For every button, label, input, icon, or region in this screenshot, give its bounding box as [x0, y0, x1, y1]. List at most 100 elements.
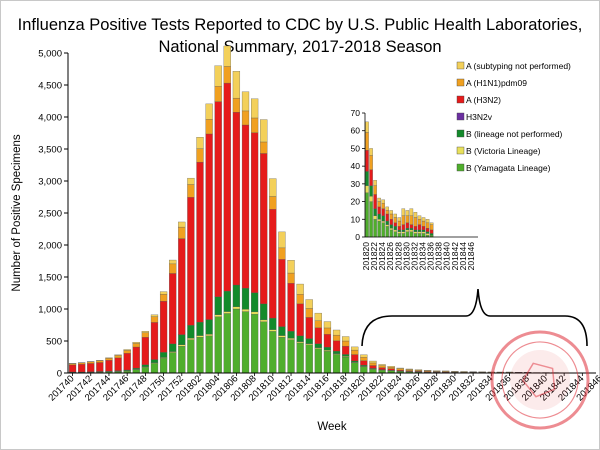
inset-bar-segment-b_not_performed: [405, 227, 410, 231]
bar-segment-b_yamagata: [251, 313, 259, 374]
legend-swatch-a_not_subtyped: [456, 61, 465, 70]
bar-segment-b_not_performed: [296, 335, 304, 342]
bar-segment-b_yamagata: [260, 321, 268, 374]
bar-segment-a_not_subtyped: [342, 336, 350, 342]
bar-segment-b_not_performed: [241, 288, 250, 310]
bar-segment-b_yamagata: [214, 316, 222, 374]
inset-bar-segment-a_h3n2: [421, 226, 426, 231]
bar-segment-a_not_subtyped: [305, 299, 313, 309]
inset-x-tick-label: 201838: [434, 242, 444, 271]
bar-segment-a_h3n2: [132, 346, 140, 369]
bar-segment-a_h3n2: [305, 317, 313, 339]
bar-segment-a_not_subtyped: [360, 354, 368, 358]
bar-segment-b_not_performed: [169, 343, 177, 352]
inset-bar-segment-a_h3n2: [389, 219, 393, 225]
inset-bar-segment-a_h3n2: [381, 208, 385, 216]
bar-segment-a_not_subtyped: [332, 329, 341, 336]
bar-segment-a_not_subtyped: [169, 259, 177, 265]
bar-segment-a_not_subtyped: [405, 368, 413, 370]
bar-segment-b_not_performed: [278, 326, 286, 336]
bar-segment-a_not_subtyped: [396, 367, 404, 369]
bar-segment-a_not_subtyped: [241, 91, 250, 112]
bar-segment-b_not_performed: [223, 290, 231, 312]
inset-bar-segment-b_not_performed: [401, 229, 406, 232]
bar-segment-a_h1n1: [68, 363, 77, 366]
inset-bar-segment-b_victoria: [389, 227, 393, 231]
bar-segment-a_not_subtyped: [251, 98, 259, 119]
inset-bar-segment-a_not_subtyped: [369, 148, 373, 156]
bar-segment-a_h3n2: [387, 368, 395, 371]
inset-bar-segment-b_victoria: [381, 220, 385, 223]
bar-segment-a_h1n1: [105, 358, 113, 361]
bar-segment-b_victoria: [178, 344, 186, 347]
legend-swatch-b_yamagata: [456, 163, 465, 172]
bar-segment-a_not_subtyped: [287, 260, 295, 274]
y-tick-label: 3,000: [38, 177, 62, 188]
bar-segment-b_yamagata: [314, 348, 322, 374]
bar-segment-b_yamagata: [141, 367, 149, 374]
bar-segment-b_yamagata: [178, 345, 186, 374]
inset-bar-segment-b_yamagata: [369, 201, 373, 238]
y-tick-label: 0: [57, 369, 62, 380]
bar-segment-a_not_subtyped: [369, 360, 377, 364]
bar-segment-a_h1n1: [178, 226, 186, 239]
inset-bar-segment-b_victoria: [385, 224, 389, 227]
bar-segment-b_victoria: [241, 309, 250, 312]
inset-bar-segment-b_yamagata: [401, 233, 406, 238]
bar-segment-b_victoria: [214, 314, 222, 317]
inset-bar-segment-b_victoria: [365, 185, 369, 193]
bar-segment-b_yamagata: [332, 354, 341, 374]
bar-segment-a_not_subtyped: [187, 177, 195, 185]
legend-label-a_h3n2: A (H3N2): [466, 95, 501, 105]
bar-segment-a_h1n1: [223, 66, 231, 84]
inset-bar-segment-b_victoria: [413, 231, 418, 234]
inset-bar-segment-b_yamagata: [381, 222, 385, 238]
inset-bar-segment-b_victoria: [409, 229, 414, 232]
bar-segment-b_not_performed: [314, 343, 322, 348]
bar-segment-a_not_subtyped: [232, 71, 241, 99]
inset-bar-segment-b_victoria: [393, 229, 397, 232]
inset-bar-segment-a_h1n1: [429, 224, 434, 231]
inset-x-tick-label: 201834: [418, 242, 428, 271]
bar-segment-a_h3n2: [369, 365, 377, 369]
bar-segment-a_h1n1: [287, 272, 295, 284]
bar-segment-a_h1n1: [387, 367, 395, 369]
inset-bar-segment-a_h3n2: [405, 222, 410, 229]
bar-segment-a_h3n2: [114, 357, 122, 371]
bar-segment-a_h1n1: [241, 110, 250, 126]
inset-bar-segment-b_yamagata: [397, 233, 402, 238]
inset-x-tick-label: 201836: [426, 242, 436, 271]
inset-y-tick-label: 10: [351, 214, 361, 224]
bar-segment-a_h1n1: [378, 365, 386, 368]
bar-segment-b_yamagata: [369, 369, 377, 374]
bar-segment-a_h1n1: [251, 117, 259, 133]
inset-x-tick-label: 201828: [393, 242, 403, 271]
stamp-outer-ring: [490, 330, 590, 430]
chart-title-line-1: Influenza Positive Tests Reported to CDC…: [17, 16, 583, 34]
inset-bar-segment-a_h1n1: [425, 222, 430, 229]
inset-bar-segment-a_h3n2: [369, 169, 373, 186]
inset-bar-segment-a_h3n2: [401, 224, 406, 231]
inset-bar-segment-b_yamagata: [385, 226, 389, 238]
inset-bar-segment-b_not_performed: [365, 171, 369, 186]
inset-bar-segment-b_not_performed: [393, 226, 397, 231]
bar-segment-b_yamagata: [269, 331, 277, 374]
bar-segment-b_not_performed: [205, 319, 213, 335]
stamp-center: [510, 350, 570, 410]
inset-bar-segment-a_h3n2: [365, 150, 369, 172]
inset-bar-segment-a_h1n1: [373, 185, 377, 195]
bar-segment-a_h3n2: [342, 345, 350, 355]
bar-segment-b_victoria: [278, 335, 286, 338]
inset-bar-segment-b_yamagata: [393, 231, 397, 238]
inset-bar-segment-a_h3n2: [373, 194, 377, 209]
bar-segment-b_not_performed: [187, 325, 195, 339]
inset-bar-segment-b_not_performed: [413, 229, 418, 232]
y-tick-label: 4,000: [38, 113, 62, 124]
legend-label-b_victoria: B (Victoria Lineage): [466, 146, 541, 156]
y-tick-label: 3,500: [38, 145, 62, 156]
y-tick-label: 1,000: [38, 305, 62, 316]
inset-bar-segment-a_h3n2: [429, 229, 434, 234]
bar-segment-a_not_subtyped: [269, 178, 277, 197]
bar-segment-b_not_performed: [132, 367, 140, 370]
